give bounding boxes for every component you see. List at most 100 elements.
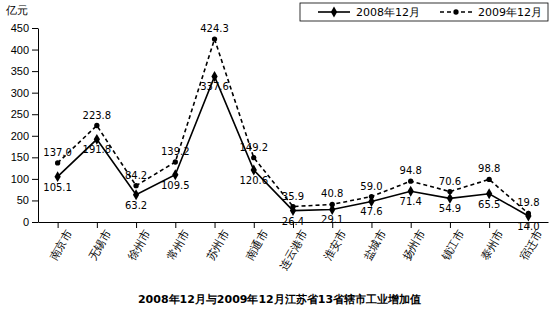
y-tick-mark bbox=[32, 71, 38, 72]
y-tick-mark bbox=[32, 222, 38, 223]
x-tick-label: 扬州市 bbox=[400, 228, 427, 263]
data-label: 137.0 bbox=[43, 147, 72, 158]
chart-title: 2008年12月与2009年12月江苏省13省辖市工业增加值 bbox=[138, 293, 421, 306]
marker bbox=[447, 193, 453, 204]
data-label: 26.4 bbox=[282, 216, 304, 227]
data-label: 105.1 bbox=[43, 182, 72, 193]
series-line bbox=[58, 39, 529, 213]
marker bbox=[54, 171, 60, 182]
y-tick-mark bbox=[32, 179, 38, 180]
legend-item: 2008年12月 bbox=[318, 6, 420, 19]
data-label: 70.6 bbox=[439, 176, 461, 187]
y-tick: 100 bbox=[11, 173, 38, 185]
marker bbox=[487, 177, 492, 182]
y-tick-mark bbox=[32, 136, 38, 137]
legend-box bbox=[300, 3, 548, 21]
y-tick-mark bbox=[32, 93, 38, 94]
data-label: 191.8 bbox=[83, 144, 112, 155]
data-label: 29.1 bbox=[321, 214, 343, 225]
x-tick-mark bbox=[175, 222, 176, 228]
x-tick-label: 淮安市 bbox=[322, 228, 349, 263]
y-tick-label: 0 bbox=[23, 216, 29, 228]
y-tick: 350 bbox=[11, 65, 38, 77]
data-label: 223.8 bbox=[83, 110, 112, 121]
x-tick-label: 宿迁市 bbox=[518, 228, 545, 263]
data-label: 109.5 bbox=[161, 180, 190, 191]
marker bbox=[211, 71, 217, 82]
y-axis-line bbox=[38, 29, 39, 223]
x-tick: 南京市 bbox=[47, 222, 74, 262]
data-label: 71.4 bbox=[400, 196, 422, 207]
plot-area bbox=[54, 36, 531, 221]
marker bbox=[94, 134, 100, 145]
marker bbox=[251, 165, 257, 176]
x-tick-mark bbox=[136, 222, 137, 228]
y-tick-label: 350 bbox=[11, 65, 29, 77]
y-tick-mark bbox=[32, 114, 38, 115]
data-label: 120.6 bbox=[239, 175, 268, 186]
x-tick-label: 无锡市 bbox=[86, 228, 113, 263]
marker bbox=[486, 188, 492, 199]
x-tick-mark bbox=[371, 222, 372, 228]
x-tick-label: 盐城市 bbox=[361, 228, 388, 263]
x-tick-label: 南京市 bbox=[47, 228, 74, 263]
data-label: 65.5 bbox=[478, 199, 500, 210]
data-label: 63.2 bbox=[125, 200, 147, 211]
marker bbox=[172, 169, 178, 180]
data-labels: 105.1191.863.2109.5337.6120.626.429.147.… bbox=[43, 23, 539, 232]
data-label: 14.0 bbox=[517, 221, 539, 232]
marker bbox=[330, 202, 335, 207]
marker bbox=[526, 211, 531, 216]
marker bbox=[408, 186, 414, 197]
marker bbox=[133, 183, 138, 188]
y-tick-mark bbox=[32, 200, 38, 201]
y-tick-label: 450 bbox=[11, 22, 29, 34]
x-tick-mark bbox=[489, 222, 490, 228]
legend-label: 2009年12月 bbox=[478, 6, 542, 19]
marker bbox=[212, 36, 217, 41]
legend-marker bbox=[453, 9, 458, 14]
marker bbox=[369, 194, 374, 199]
y-tick-label: 100 bbox=[11, 173, 29, 185]
x-tick-mark bbox=[411, 222, 412, 228]
data-label: 40.8 bbox=[321, 188, 343, 199]
x-tick: 苏州市 bbox=[204, 222, 231, 262]
marker bbox=[525, 211, 531, 222]
data-label: 149.2 bbox=[239, 142, 268, 153]
data-label: 35.9 bbox=[282, 191, 304, 202]
data-label: 19.8 bbox=[517, 197, 539, 208]
y-tick-mark bbox=[32, 157, 38, 158]
x-tick-mark bbox=[450, 222, 451, 228]
x-tick: 泰州市 bbox=[479, 222, 506, 262]
x-tick-label: 连云港市 bbox=[277, 228, 309, 272]
x-tick-mark bbox=[58, 222, 59, 228]
x-tick: 徐州市 bbox=[125, 222, 152, 262]
marker bbox=[55, 160, 60, 165]
data-label: 59.0 bbox=[360, 181, 382, 192]
chart: 050100150200250300350400450南京市无锡市徐州市常州市苏… bbox=[0, 0, 559, 309]
y-tick-label: 300 bbox=[11, 87, 29, 99]
x-tick-mark bbox=[215, 222, 216, 228]
y-tick: 400 bbox=[11, 44, 38, 56]
x-tick: 淮安市 bbox=[322, 222, 349, 262]
y-tick: 250 bbox=[11, 108, 38, 120]
y-tick-label: 200 bbox=[11, 130, 29, 142]
x-tick-label: 南通市 bbox=[243, 228, 270, 263]
y-tick-mark bbox=[32, 50, 38, 51]
x-tick-label: 徐州市 bbox=[125, 228, 152, 263]
y-axis: 050100150200250300350400450 bbox=[11, 22, 39, 228]
y-tick-label: 150 bbox=[11, 151, 29, 163]
data-label: 47.6 bbox=[360, 206, 382, 217]
marker bbox=[251, 155, 256, 160]
marker bbox=[133, 189, 139, 200]
marker bbox=[173, 159, 178, 164]
y-tick: 0 bbox=[23, 216, 38, 228]
y-tick: 450 bbox=[11, 22, 38, 34]
x-tick: 常州市 bbox=[165, 222, 192, 262]
legend-item: 2009年12月 bbox=[440, 6, 542, 19]
y-axis-title: 亿元 bbox=[5, 4, 28, 17]
x-tick-mark bbox=[97, 222, 98, 228]
legend: 2008年12月 2009年12月 bbox=[300, 3, 548, 21]
x-tick-label: 泰州市 bbox=[479, 228, 506, 263]
series-line bbox=[58, 76, 529, 216]
